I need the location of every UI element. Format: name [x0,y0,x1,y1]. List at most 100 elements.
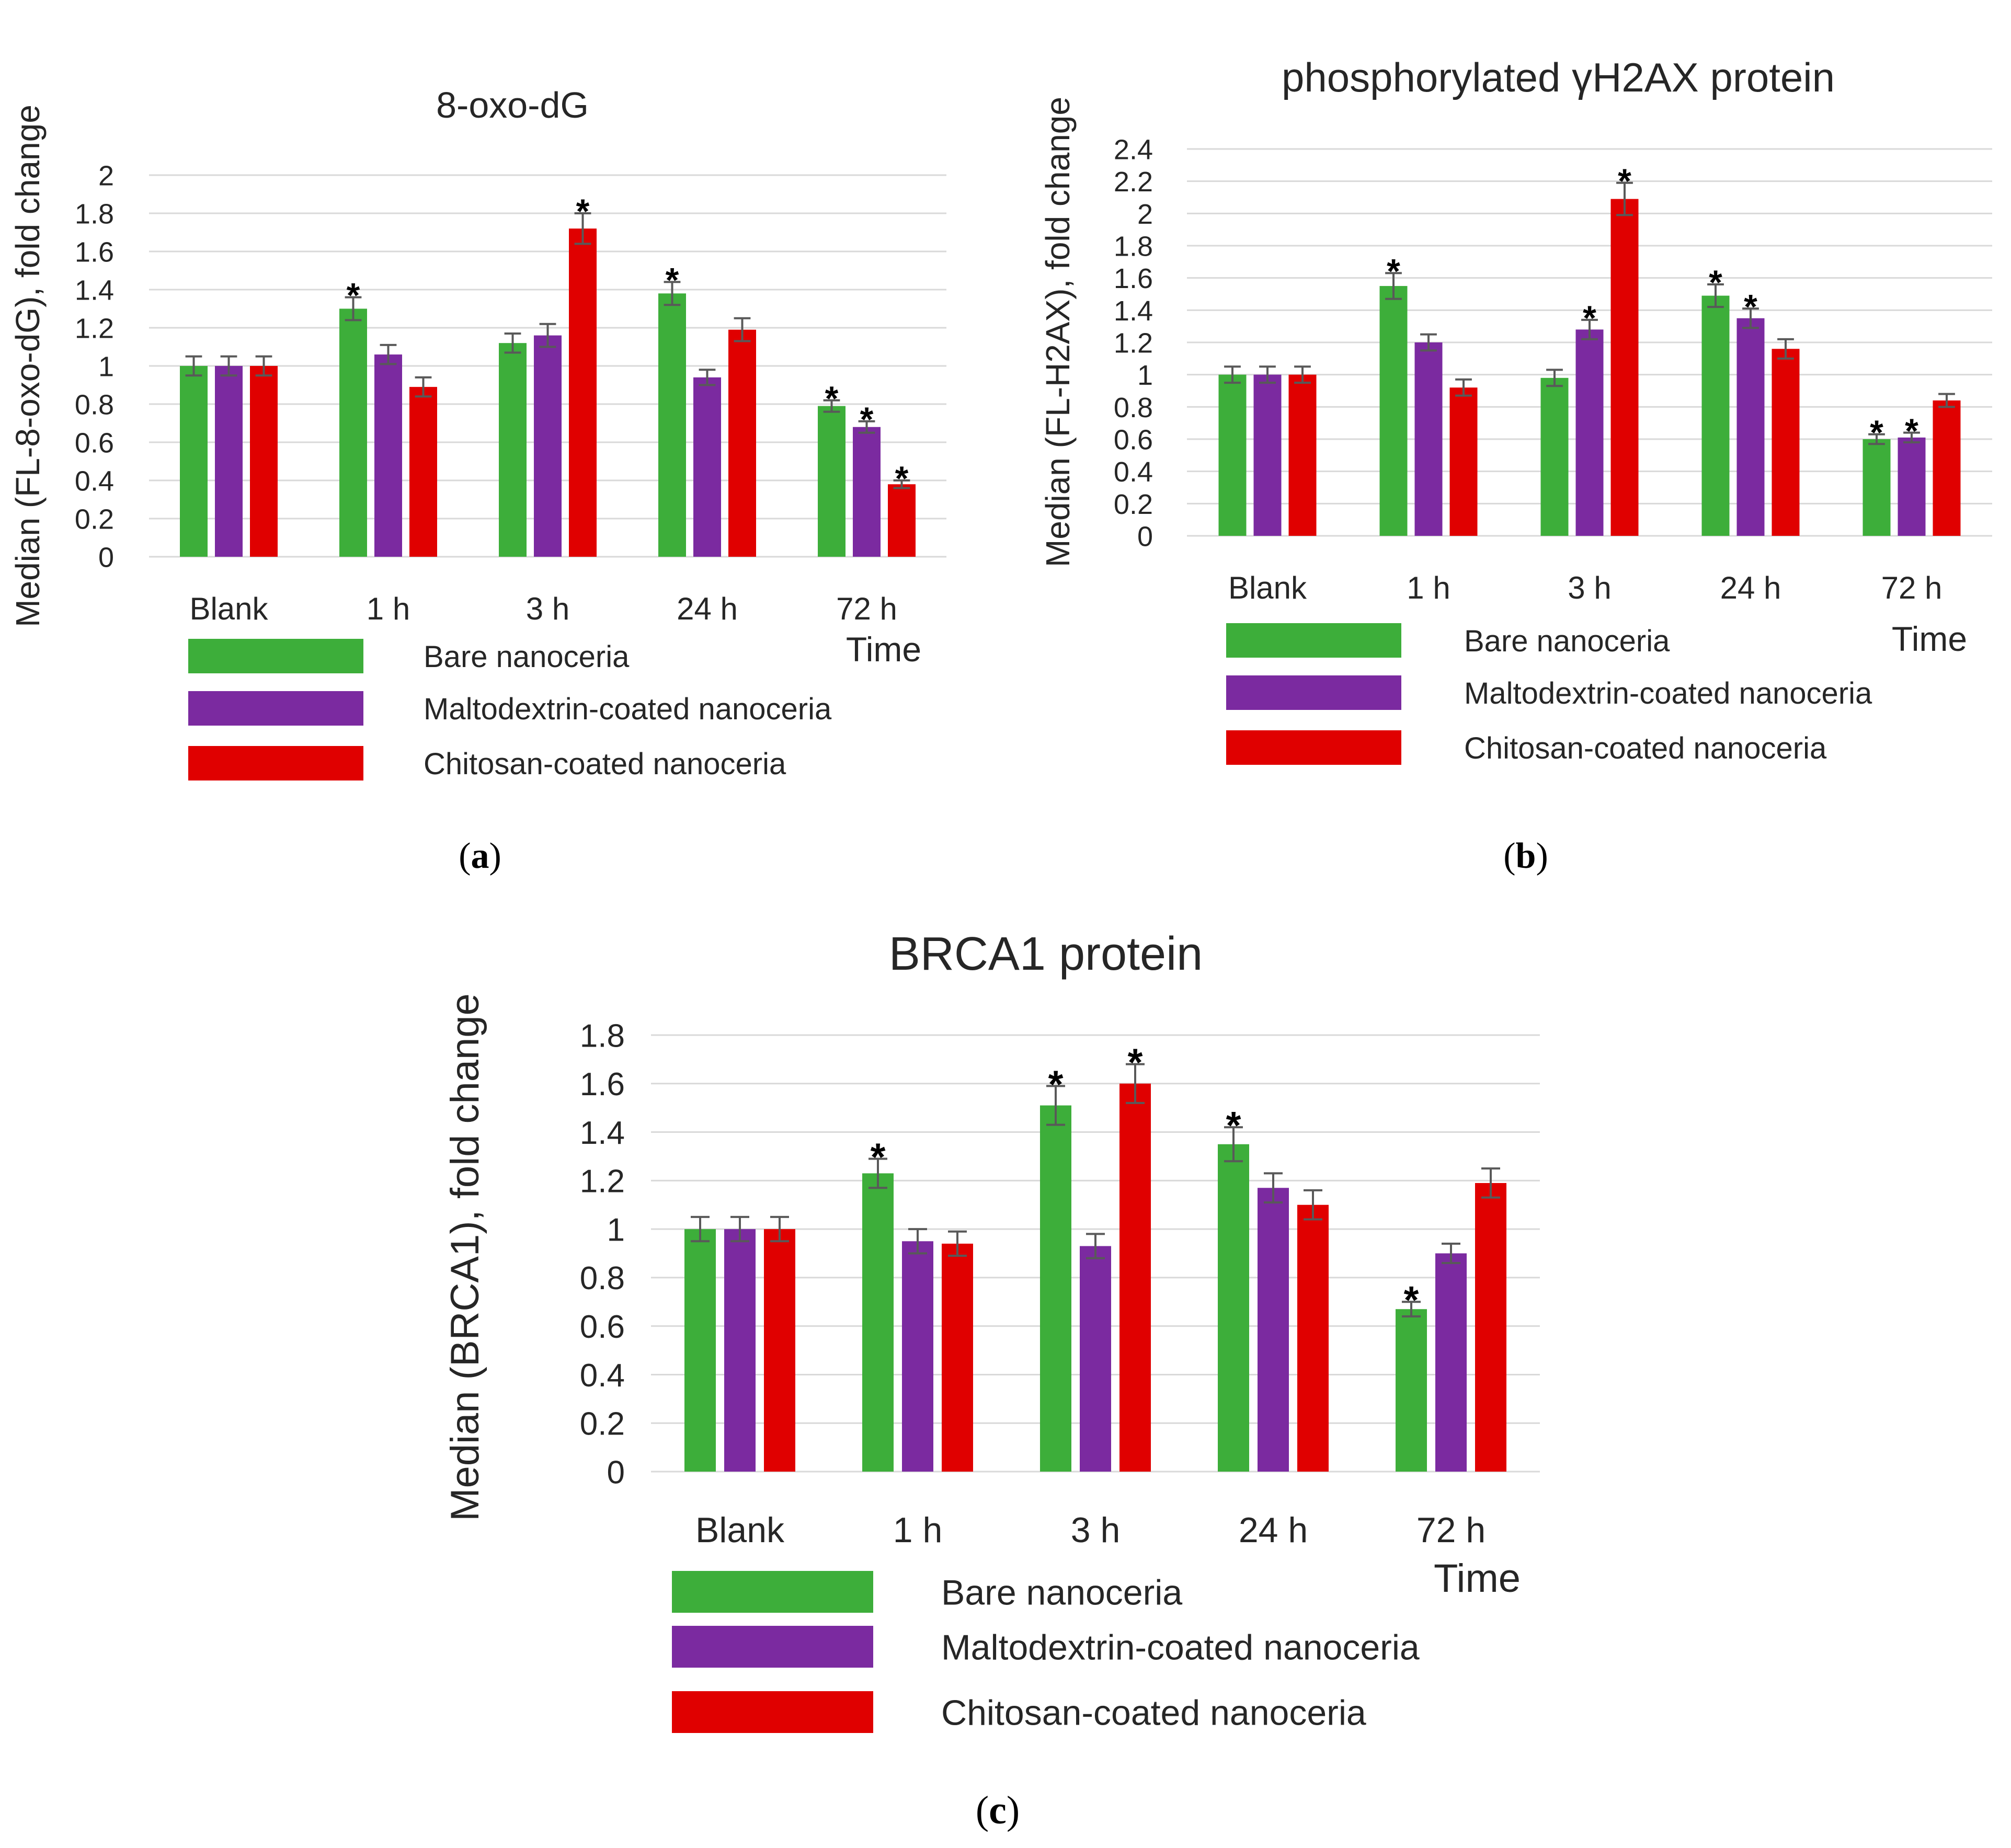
y-tick-label: 1.4 [580,1115,625,1151]
legend-swatch [1226,623,1401,658]
chart-b: phosphorylated γH2AX protein 00.20.40.60.… [1039,54,1992,876]
bar [1449,387,1478,536]
legend-swatch [1226,675,1401,710]
legend-label: Chitosan-coated nanoceria [941,1693,1366,1732]
bar [942,1243,973,1472]
y-tick-label: 2 [98,160,114,191]
x-tick-label: 1 h [893,1510,943,1550]
significance-marker: * [1744,287,1757,326]
y-tick-label: 1 [1137,360,1153,391]
significance-marker: * [347,276,360,315]
y-tick-label: 1.8 [580,1018,625,1054]
bar [569,228,597,557]
bar [818,406,845,557]
significance-marker: * [576,192,590,231]
subfigure-label: (c) [976,1788,1020,1832]
significance-marker: * [1226,1104,1241,1147]
y-tick-label: 0.2 [580,1406,625,1442]
y-tick-label: 1.8 [75,198,114,229]
subfigure-label: (b) [1503,836,1548,876]
bar [853,427,881,557]
legend-swatch [672,1691,873,1733]
y-tick-label: 0.8 [580,1260,625,1296]
bar [1736,318,1765,536]
bar [1610,199,1639,536]
y-tick-label: 2 [1137,199,1153,230]
y-tick-label: 1.2 [580,1164,625,1200]
y-tick-label: 0.6 [75,427,114,458]
x-tick-label: Blank [189,591,268,626]
bar [1218,374,1247,536]
bar [1119,1083,1151,1472]
y-tick-label: 0 [1137,521,1153,552]
significance-marker: * [1583,299,1596,337]
bar [764,1229,795,1472]
legend-swatch [188,746,363,780]
bar [1863,439,1891,536]
chart-title: phosphorylated γH2AX protein [1282,54,1835,100]
y-tick-label: 0.2 [75,503,114,535]
y-tick-label: 1 [607,1212,625,1248]
bar [728,329,756,557]
legend-swatch [672,1626,873,1668]
y-tick-label: 1.4 [75,274,114,306]
bar [215,366,243,557]
significance-marker: * [895,459,909,498]
significance-marker: * [1404,1278,1419,1322]
bar [1080,1246,1111,1472]
x-tick-label: 3 h [1568,570,1611,605]
legend-label: Maltodextrin-coated nanoceria [941,1627,1420,1667]
y-tick-label: 2.4 [1114,134,1153,165]
legend-swatch [672,1571,873,1613]
legend-label: Bare nanoceria [941,1572,1182,1612]
y-tick-label: 0.8 [1114,392,1153,423]
subfigure-label: (a) [459,836,501,876]
bar [1540,377,1569,536]
bar [534,335,562,557]
bar [693,377,721,557]
bar [658,293,686,557]
bar [1435,1253,1467,1472]
bar [409,387,437,557]
y-tick-label: 0.2 [1114,489,1153,520]
x-tick-label: 72 h [1416,1510,1486,1550]
y-tick-label: 1.2 [1114,327,1153,359]
y-tick-label: 1.2 [75,313,114,344]
x-tick-label: 24 h [677,591,738,626]
bar [1475,1183,1506,1472]
bar [1297,1204,1329,1472]
x-tick-label: 3 h [526,591,569,626]
x-axis-label: Time [846,630,921,669]
y-tick-label: 1.4 [1114,295,1153,327]
y-tick-label: 0 [98,542,114,573]
x-axis-label: Time [1434,1556,1521,1601]
bar [902,1241,933,1472]
y-tick-label: 0.4 [580,1358,625,1394]
y-axis-label: Median (FL-8-oxo-dG), fold change [9,105,47,627]
chart-title: BRCA1 protein [889,928,1203,980]
y-tick-label: 0 [607,1454,625,1490]
y-tick-label: 1.6 [580,1066,625,1103]
legend-swatch [188,691,363,726]
bar [1218,1144,1249,1472]
y-tick-label: 0.6 [1114,424,1153,455]
bar [1898,437,1926,536]
bar [499,343,527,557]
bar [888,484,916,557]
x-tick-label: 72 h [1881,570,1943,605]
x-tick-label: 3 h [1071,1510,1121,1550]
chart-c: BRCA1 protein 0 0.2 0.4 0.6 0.8 1 1.2 1.4 1.6 1.8 M… [443,928,1540,1832]
x-tick-label: 72 h [836,591,897,626]
legend-label: Chitosan-coated nanoceria [1464,731,1827,765]
bar [1288,374,1317,536]
bar [1575,329,1604,536]
legend-swatch [1226,730,1401,765]
y-axis-label: Median (FL-H2AX), fold change [1039,97,1077,567]
significance-marker: * [666,261,679,300]
bar [339,308,367,557]
significance-marker: * [1128,1041,1143,1084]
y-tick-label: 1.8 [1114,231,1153,262]
bar [862,1173,894,1472]
